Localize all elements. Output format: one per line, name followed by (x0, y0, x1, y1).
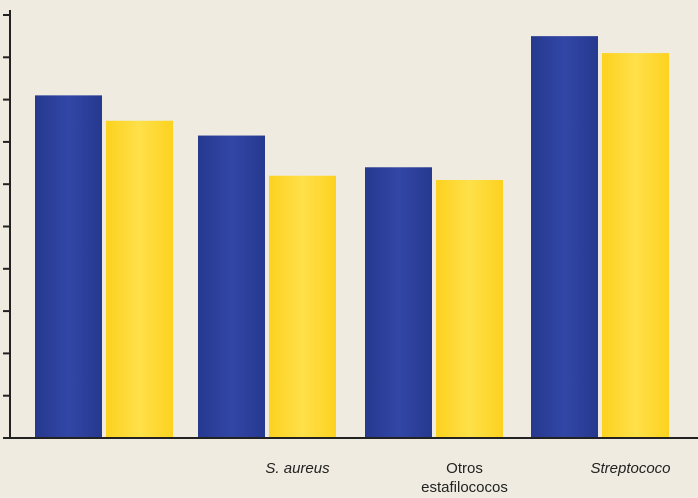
bar-series2-cat1 (106, 120, 173, 438)
axes-layer (3, 10, 698, 439)
x-tick-label: S. aureus (265, 460, 330, 477)
x-tick-label: Otros (446, 460, 483, 477)
bar-series2-cat3 (436, 179, 503, 438)
x-tick-labels: S. aureus Otros estafilococos Streptococo (265, 460, 670, 496)
bar-series1-cat1 (35, 95, 102, 439)
bar-series2-cat2 (269, 175, 336, 439)
x-tick-label: Streptococo (590, 460, 670, 477)
bar-series1-cat4 (531, 36, 598, 439)
bar-series1-cat2 (198, 135, 265, 438)
bars-layer (35, 36, 669, 439)
bar-series2-cat4 (602, 53, 669, 438)
bar-series1-cat3 (365, 167, 432, 438)
x-tick-label: estafilococos (421, 479, 508, 496)
